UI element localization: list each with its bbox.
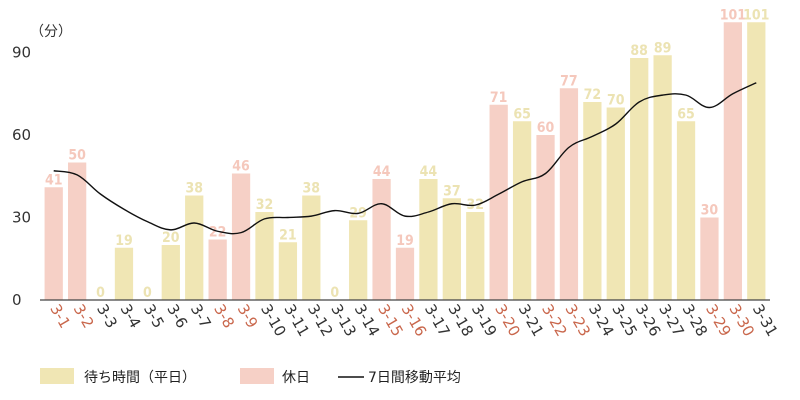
- data-label: 44: [373, 164, 391, 180]
- bar: [395, 247, 415, 300]
- y-axis-ticks: 0 30 60 90: [12, 44, 31, 310]
- legend-swatch-weekday: [40, 368, 74, 384]
- data-label: 32: [256, 197, 274, 213]
- data-label: 20: [162, 230, 180, 246]
- data-label: 88: [630, 43, 648, 59]
- data-label: 72: [584, 87, 602, 103]
- bar: [231, 173, 251, 300]
- x-tick-label: 3-8: [210, 301, 238, 331]
- data-label: 19: [396, 233, 414, 249]
- data-label: 19: [115, 233, 133, 249]
- x-tick-label: 3-4: [117, 301, 145, 331]
- bar: [44, 187, 63, 300]
- data-label: 60: [537, 120, 555, 136]
- data-label: 21: [279, 227, 297, 243]
- data-label: 0: [96, 285, 105, 301]
- bar: [114, 247, 134, 300]
- bar: [442, 198, 461, 300]
- x-axis-ticks: 3-13-23-33-43-53-63-73-83-93-103-113-123…: [46, 301, 781, 339]
- data-label: 71: [490, 90, 508, 106]
- y-tick-label: 90: [12, 44, 31, 62]
- x-tick-label: 3-2: [70, 301, 98, 331]
- bar: [278, 242, 298, 300]
- data-label: 46: [232, 159, 250, 175]
- bar: [747, 22, 766, 300]
- bar: [536, 135, 555, 300]
- x-tick-label: 3-31: [749, 301, 782, 339]
- legend-label-holiday: 休日: [282, 370, 310, 386]
- data-label: 38: [185, 181, 203, 197]
- bar: [559, 88, 579, 300]
- x-tick-label: 3-1: [46, 301, 74, 331]
- moving-average-line: [53, 82, 757, 235]
- x-tick-label: 3-5: [140, 301, 168, 331]
- y-tick-label: 0: [12, 291, 22, 309]
- data-label: 101: [720, 7, 746, 23]
- y-unit-label: （分）: [30, 24, 72, 40]
- bar: [419, 179, 438, 300]
- bars: [44, 22, 766, 300]
- data-label: 0: [143, 285, 152, 301]
- bar: [606, 107, 625, 300]
- data-label: 41: [45, 172, 63, 188]
- data-label: 22: [209, 225, 227, 241]
- bar: [466, 212, 485, 300]
- x-tick-label: 3-6: [163, 301, 191, 331]
- bar: [512, 121, 532, 300]
- bar: [67, 162, 87, 300]
- data-label: 38: [303, 181, 321, 197]
- bar: [349, 220, 368, 300]
- x-tick-label: 3-9: [234, 301, 262, 331]
- y-tick-label: 30: [12, 209, 31, 227]
- bar: [208, 239, 227, 300]
- data-label: 65: [513, 106, 531, 122]
- data-label: 77: [560, 73, 578, 89]
- value-labels: 4150019020382246322138029441944373271656…: [45, 7, 769, 301]
- bar: [489, 104, 508, 300]
- data-label: 65: [677, 106, 695, 122]
- data-label: 0: [330, 285, 339, 301]
- data-label: 89: [654, 40, 672, 56]
- bar: [700, 217, 719, 300]
- x-tick-label: 3-3: [93, 301, 121, 331]
- data-label: 50: [68, 148, 86, 164]
- bar: [583, 102, 602, 300]
- data-label: 30: [701, 203, 719, 219]
- bar: [630, 58, 649, 300]
- bar: [372, 179, 391, 300]
- data-label: 44: [420, 164, 438, 180]
- y-tick-label: 60: [12, 126, 31, 144]
- legend-swatch-holiday: [240, 368, 274, 384]
- bar: [723, 22, 743, 300]
- bar: [185, 195, 204, 300]
- bar: [255, 212, 274, 300]
- legend-label-line: 7日間移動平均: [368, 370, 461, 386]
- legend: 待ち時間（平日） 休日 7日間移動平均: [40, 368, 461, 386]
- data-label: 70: [607, 93, 625, 109]
- legend-label-weekday: 待ち時間（平日）: [84, 370, 196, 386]
- data-label: 101: [743, 7, 769, 23]
- bar: [302, 195, 321, 300]
- data-label: 37: [443, 183, 461, 199]
- bar: [653, 55, 672, 300]
- bar: [161, 245, 180, 300]
- bar: [676, 121, 696, 300]
- x-tick-label: 3-7: [187, 301, 215, 331]
